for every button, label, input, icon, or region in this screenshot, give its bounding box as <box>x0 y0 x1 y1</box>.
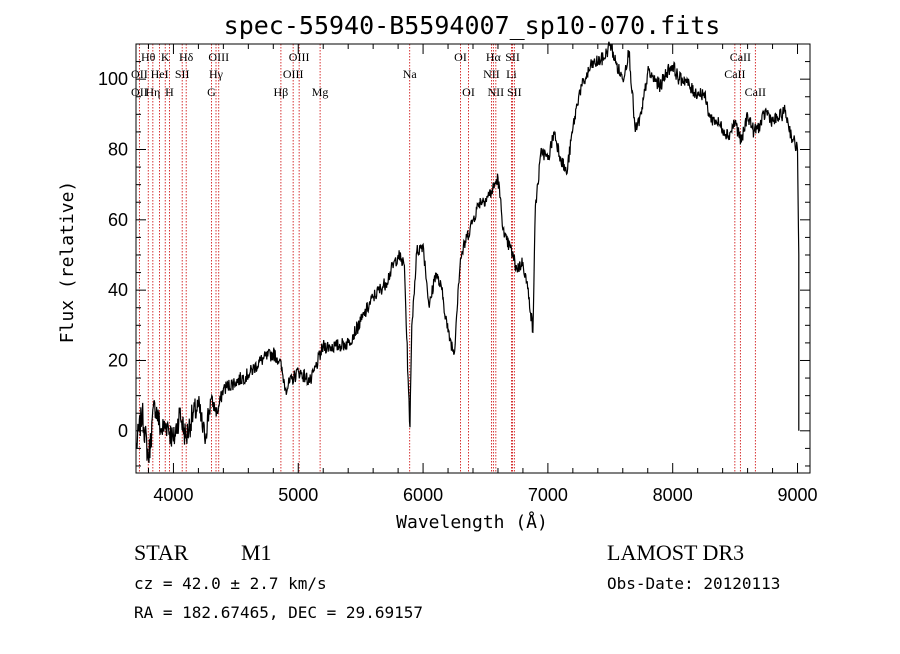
x-tick-label: 5000 <box>278 485 318 505</box>
emission-line-label: CaII <box>745 85 766 99</box>
emission-line-label: OI <box>454 50 467 64</box>
x-axis-label: Wavelength (Å) <box>396 511 548 533</box>
obs-date: Obs-Date: 20120113 <box>607 574 780 593</box>
x-tick-label: 6000 <box>403 485 443 505</box>
emission-line-label: OIII <box>283 67 304 81</box>
y-tick-label: 20 <box>108 350 128 370</box>
y-axis-label: Flux (relative) <box>57 181 78 344</box>
y-tick-label: 60 <box>108 210 128 230</box>
y-tick-label: 80 <box>108 139 128 159</box>
spectrum-line <box>135 41 800 463</box>
emission-line-label: Hη <box>145 85 160 99</box>
emission-line-label: OII <box>131 85 148 99</box>
y-tick-label: 100 <box>98 69 128 89</box>
emission-line-label: SII <box>175 67 190 81</box>
emission-line-label: G <box>207 85 216 99</box>
emission-line-label: SII <box>507 85 522 99</box>
x-axis-ticks: 4000 5000 6000 7000 8000 9000 <box>147 44 818 505</box>
emission-line-label: OII <box>131 67 148 81</box>
emission-line-label: HeI <box>151 67 169 81</box>
emission-line-label: Li <box>506 67 517 81</box>
emission-line-label: Na <box>403 67 418 81</box>
emission-line-label: Hα <box>486 50 502 64</box>
emission-line-label: OI <box>462 85 475 99</box>
emission-line-label: Hδ <box>179 50 194 64</box>
x-tick-label: 7000 <box>528 485 568 505</box>
y-axis-ticks: 0 20 40 60 80 100 <box>98 43 810 467</box>
survey-name: LAMOST DR3 <box>607 540 744 565</box>
emission-line-label: H <box>165 85 174 99</box>
emission-line-label: Hβ <box>274 85 289 99</box>
emission-line-label: OIII <box>289 50 310 64</box>
x-tick-label: 4000 <box>153 485 193 505</box>
y-tick-label: 40 <box>108 280 128 300</box>
plot-frame <box>135 43 811 474</box>
emission-line-label: OIII <box>208 50 229 64</box>
emission-line-label: NII <box>488 85 505 99</box>
emission-line-label: SII <box>505 50 520 64</box>
emission-line-label: CaII <box>730 50 751 64</box>
object-class: STAR <box>134 540 189 565</box>
emission-line-label: NII <box>483 67 500 81</box>
x-tick-label: 9000 <box>777 485 817 505</box>
emission-line-label: Mg <box>312 85 329 99</box>
y-tick-label: 0 <box>118 421 128 441</box>
object-subclass: M1 <box>241 540 272 565</box>
x-tick-label: 8000 <box>653 485 693 505</box>
redshift-text: cz = 42.0 ± 2.7 km/s <box>134 574 327 593</box>
emission-line-markers <box>138 44 756 473</box>
emission-line-label: CaII <box>724 67 745 81</box>
emission-line-label: Hγ <box>209 67 224 81</box>
chart-title: spec-55940-B5594007_sp10-070.fits <box>224 11 721 40</box>
emission-line-label: K <box>161 50 170 64</box>
coordinates: RA = 182.67465, DEC = 29.69157 <box>134 603 423 622</box>
emission-line-label: Hθ <box>141 50 156 64</box>
